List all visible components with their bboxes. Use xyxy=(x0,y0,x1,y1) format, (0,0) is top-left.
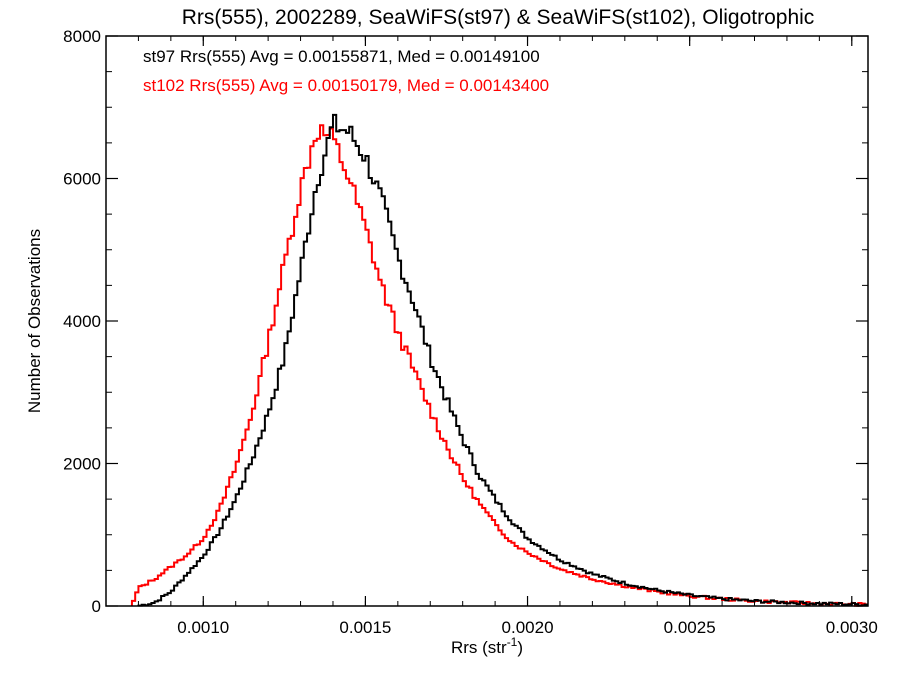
y-tick-label: 0 xyxy=(92,597,101,616)
x-axis-label-superscript: -1 xyxy=(507,635,518,649)
y-tick-label: 2000 xyxy=(63,455,101,474)
chart-title: Rrs(555), 2002289, SeaWiFS(st97) & SeaWi… xyxy=(182,6,815,29)
x-tick-label: 0.0020 xyxy=(502,618,554,637)
y-axis-label: Number of Observations xyxy=(25,229,44,413)
x-tick-label: 0.0025 xyxy=(664,618,716,637)
axes-layer: 0.0010 0.0015 0.0020 0.0025 0.0030 0 2000 4000 6… xyxy=(63,27,878,637)
y-tick-label: 6000 xyxy=(63,170,101,189)
x-axis-label: Rrs (str-1) xyxy=(451,635,523,657)
legend-entry-st102: st102 Rrs(555) Avg = 0.00150179, Med = 0… xyxy=(143,76,549,95)
x-tick-label: 0.0010 xyxy=(177,618,229,637)
x-tick-label: 0.0030 xyxy=(826,618,878,637)
x-axis-label-close: ) xyxy=(517,638,523,657)
y-tick-label: 4000 xyxy=(63,312,101,331)
x-tick-label: 0.0015 xyxy=(339,618,391,637)
series-line-st97 xyxy=(137,113,868,607)
y-tick-label: 8000 xyxy=(63,27,101,46)
legend-entry-st97: st97 Rrs(555) Avg = 0.00155871, Med = 0.… xyxy=(143,47,540,66)
series-line-st102 xyxy=(130,124,868,607)
x-axis-label-main: Rrs (str xyxy=(451,638,507,657)
plot-frame xyxy=(105,35,869,607)
series-layer xyxy=(130,113,868,607)
